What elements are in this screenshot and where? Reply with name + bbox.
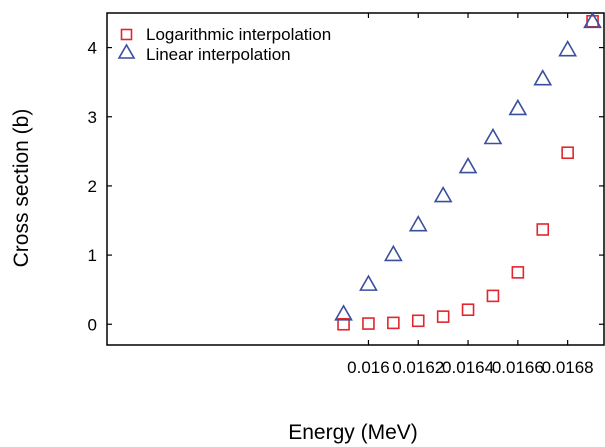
linear-point bbox=[583, 11, 602, 29]
linear-point bbox=[483, 127, 503, 145]
logarithmic-point bbox=[362, 317, 375, 330]
y-tick-label: 2 bbox=[88, 177, 97, 196]
y-tick-label: 0 bbox=[88, 315, 97, 334]
logarithmic-point bbox=[461, 303, 475, 317]
y-axis: 0 1 2 3 4 bbox=[88, 39, 604, 334]
plot-border bbox=[106, 12, 605, 346]
y-axis-label: Cross section (b) bbox=[10, 109, 33, 268]
data-markers bbox=[334, 11, 602, 331]
linear-point bbox=[458, 156, 478, 174]
x-axis-label: Energy (MeV) bbox=[288, 421, 418, 444]
y-tick-label: 1 bbox=[88, 246, 97, 265]
logarithmic-point bbox=[387, 316, 400, 330]
legend-marker-logarithmic bbox=[120, 28, 133, 41]
x-tick-label: 0.0166 bbox=[492, 358, 544, 377]
y-tick-label: 3 bbox=[88, 108, 97, 127]
x-tick-label: 0.0168 bbox=[542, 358, 594, 377]
logarithmic-point bbox=[436, 310, 450, 323]
y-tick-label: 4 bbox=[88, 39, 97, 58]
linear-point bbox=[383, 244, 403, 262]
logarithmic-point bbox=[337, 317, 350, 331]
logarithmic-point bbox=[511, 266, 525, 279]
x-tick-label: 0.0162 bbox=[392, 358, 444, 377]
x-tick-label: 0.0164 bbox=[442, 358, 494, 377]
logarithmic-point bbox=[561, 146, 574, 160]
linear-point bbox=[334, 304, 353, 321]
linear-point bbox=[408, 215, 428, 232]
x-tick-label: 0.016 bbox=[347, 358, 390, 377]
linear-point bbox=[558, 40, 578, 57]
plot-frame bbox=[106, 12, 605, 346]
legend-label-linear: Linear interpolation bbox=[146, 45, 291, 64]
legend: Logarithmic interpolation Linear interpo… bbox=[117, 25, 331, 64]
logarithmic-point bbox=[536, 223, 550, 236]
legend-label-logarithmic: Logarithmic interpolation bbox=[146, 25, 331, 44]
linear-point bbox=[508, 98, 528, 116]
linear-point bbox=[359, 274, 378, 291]
logarithmic-point bbox=[411, 314, 425, 328]
legend-marker-linear bbox=[117, 43, 136, 59]
linear-point bbox=[433, 185, 453, 203]
logarithmic-point bbox=[486, 289, 500, 303]
linear-point bbox=[533, 69, 553, 86]
